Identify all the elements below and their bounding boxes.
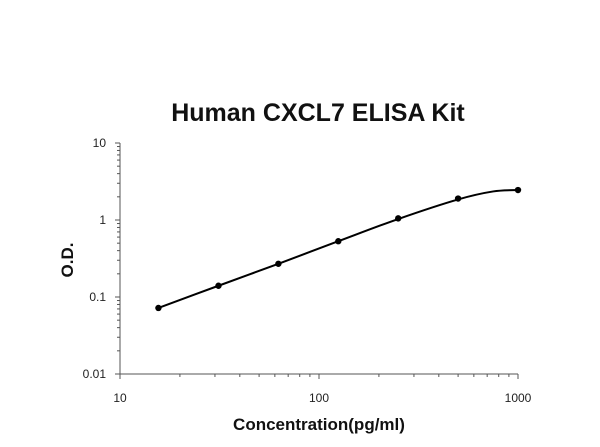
y-ticks: 0.01 0.1 1 10 [83, 136, 120, 381]
chart-title: Human CXCL7 ELISA Kit [171, 99, 465, 127]
x-axis-label: Concentration(pg/ml) [233, 415, 405, 434]
x-tick-label: 10 [113, 391, 127, 405]
y-tick-label: 0.1 [89, 290, 106, 304]
x-tick-label: 100 [309, 391, 329, 405]
y-tick-label: 1 [99, 213, 106, 227]
data-point [275, 260, 282, 267]
y-tick-label: 10 [93, 136, 107, 150]
y-axis-label: O.D. [58, 243, 77, 278]
y-tick-label: 0.01 [83, 367, 107, 381]
data-point [155, 304, 162, 312]
data-point [454, 195, 462, 202]
x-ticks: 10 100 1000 [113, 374, 532, 405]
data-point [215, 282, 222, 289]
data-point [335, 238, 342, 245]
fit-curve [158, 189, 519, 309]
data-points [155, 186, 522, 312]
data-point [394, 215, 402, 222]
data-point [514, 186, 522, 194]
x-tick-label: 1000 [505, 391, 532, 405]
